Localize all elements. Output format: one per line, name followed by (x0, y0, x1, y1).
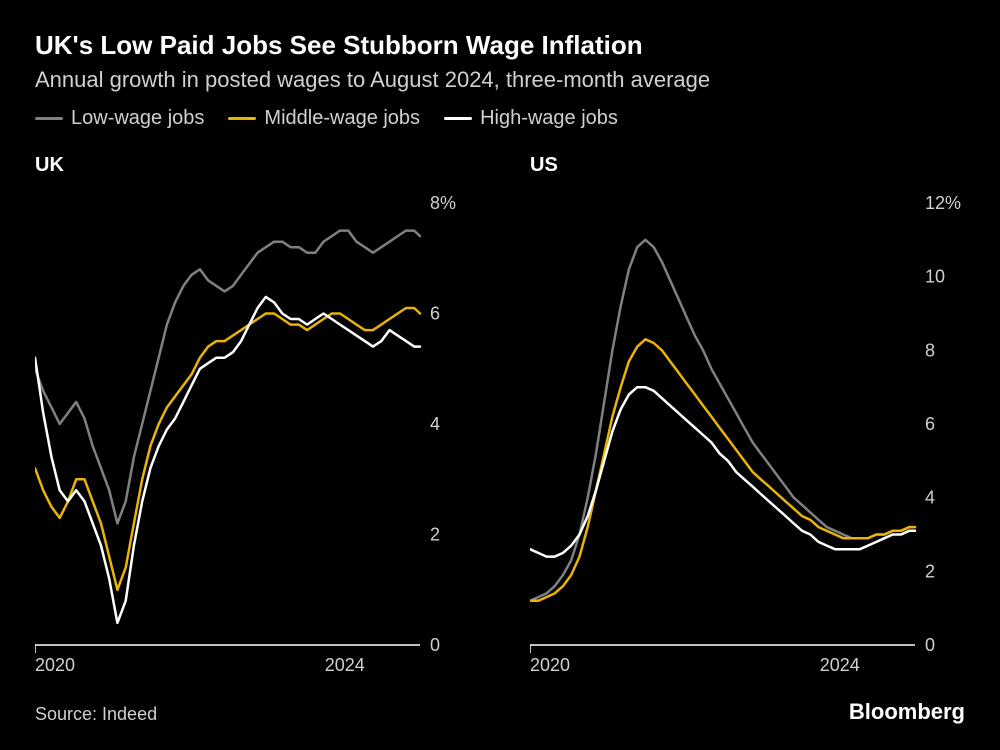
svg-text:2020: 2020 (530, 655, 570, 675)
brand-text: Bloomberg (849, 699, 965, 725)
legend-label-high: High-wage jobs (480, 107, 618, 130)
svg-text:2: 2 (430, 525, 440, 545)
svg-text:2020: 2020 (35, 655, 75, 675)
legend-swatch-high (444, 117, 472, 120)
legend-swatch-mid (228, 117, 256, 120)
svg-text:0: 0 (925, 635, 935, 655)
chart-subtitle: Annual growth in posted wages to August … (35, 67, 965, 93)
svg-text:6: 6 (430, 304, 440, 324)
legend: Low-wage jobs Middle-wage jobs High-wage… (35, 107, 965, 130)
panel-title-uk: UK (35, 154, 470, 177)
legend-item-mid: Middle-wage jobs (228, 107, 420, 130)
panel-uk: UK 0 2 4 6 8% 2020 2024 (35, 154, 470, 681)
panels: UK 0 2 4 6 8% 2020 2024 US 0 2 4 6 8 10 12% 2020 2024 (35, 154, 965, 681)
chart-uk: 0 2 4 6 8% 2020 2024 (35, 185, 470, 681)
svg-text:4: 4 (925, 488, 935, 508)
chart-svg-us: 0 2 4 6 8 10 12% 2020 2024 (530, 185, 965, 681)
svg-text:0: 0 (430, 635, 440, 655)
svg-text:8%: 8% (430, 193, 456, 213)
footer: Source: Indeed Bloomberg (35, 699, 965, 725)
legend-label-mid: Middle-wage jobs (264, 107, 420, 130)
svg-text:4: 4 (430, 414, 440, 434)
panel-us: US 0 2 4 6 8 10 12% 2020 2024 (530, 154, 965, 681)
svg-text:2024: 2024 (325, 655, 365, 675)
svg-text:2024: 2024 (820, 655, 860, 675)
chart-title: UK's Low Paid Jobs See Stubborn Wage Inf… (35, 30, 965, 61)
chart-svg-uk: 0 2 4 6 8% 2020 2024 (35, 185, 470, 681)
legend-swatch-low (35, 117, 63, 120)
legend-item-low: Low-wage jobs (35, 107, 204, 130)
svg-text:12%: 12% (925, 193, 961, 213)
svg-text:10: 10 (925, 267, 945, 287)
legend-item-high: High-wage jobs (444, 107, 618, 130)
svg-text:8: 8 (925, 340, 935, 360)
panel-title-us: US (530, 154, 965, 177)
svg-text:2: 2 (925, 561, 935, 581)
chart-us: 0 2 4 6 8 10 12% 2020 2024 (530, 185, 965, 681)
source-text: Source: Indeed (35, 704, 157, 725)
svg-text:6: 6 (925, 414, 935, 434)
legend-label-low: Low-wage jobs (71, 107, 204, 130)
